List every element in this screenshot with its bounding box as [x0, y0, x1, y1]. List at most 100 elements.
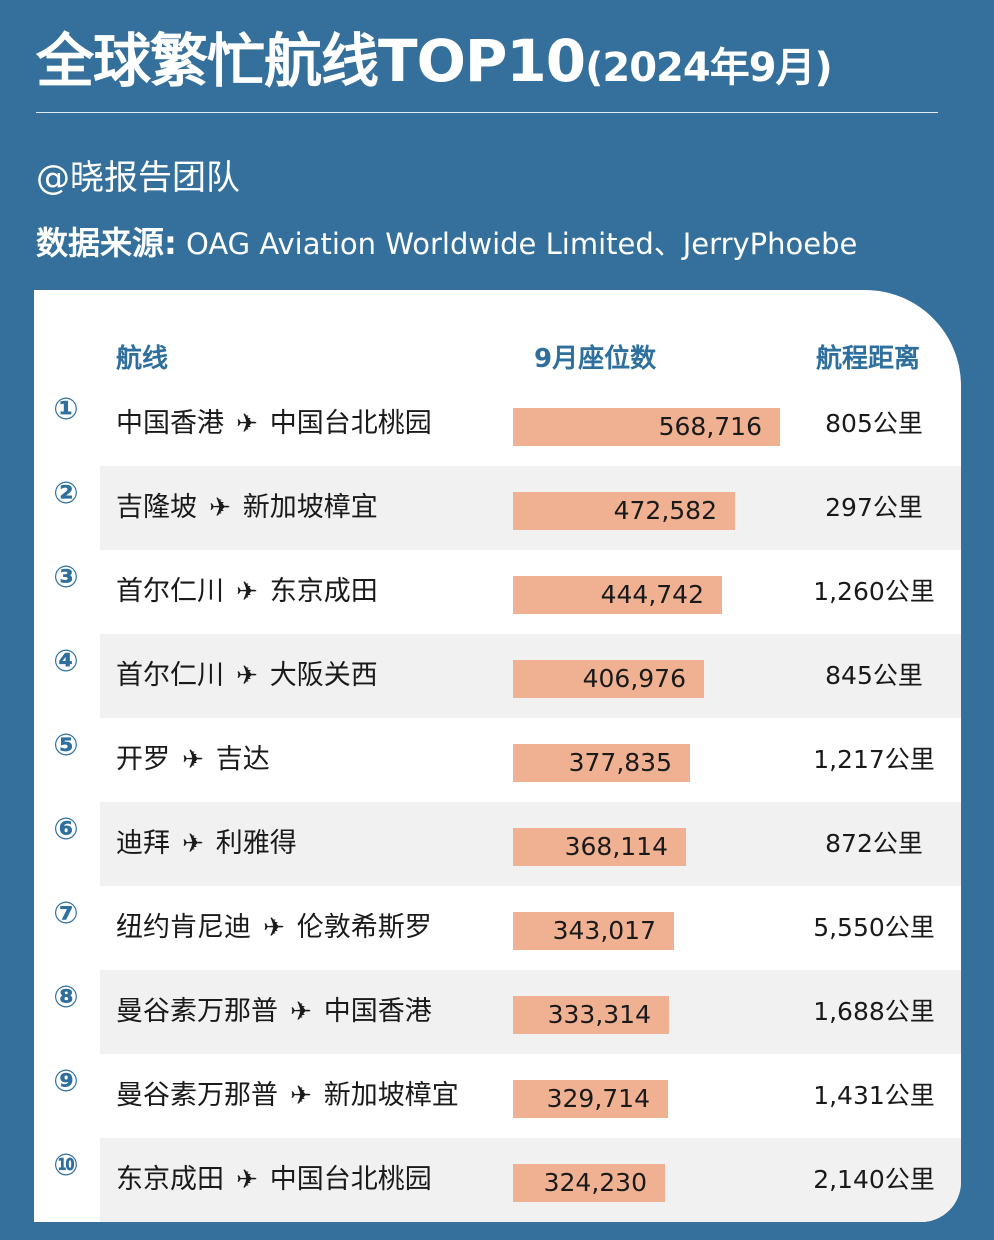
- route-origin: 曼谷素万那普: [116, 996, 278, 1027]
- seats-value: 343,017: [552, 916, 656, 945]
- rank-badge: ⑥: [53, 812, 79, 847]
- title-main: 全球繁忙航线TOP10: [36, 27, 586, 95]
- route-destination: 吉达: [215, 744, 270, 775]
- airplane-icon: ✈: [182, 745, 204, 775]
- seats-value: 324,230: [543, 1168, 647, 1197]
- route-destination: 大阪关西: [269, 660, 378, 691]
- route-destination: 中国台北桃园: [269, 1164, 432, 1195]
- distance-value: 1,260公里: [813, 577, 935, 606]
- table-row: ⑤ 开罗 ✈ 吉达 377,835 1,217公里: [34, 718, 961, 802]
- column-header-seats: 9月座位数: [534, 344, 657, 374]
- route-label: 纽约肯尼迪 ✈ 伦敦希斯罗: [116, 908, 432, 948]
- column-header-route: 航线: [116, 344, 169, 374]
- seats-bar: [513, 912, 674, 950]
- route-destination: 中国台北桃园: [269, 408, 432, 439]
- seats-value: 472,582: [613, 496, 717, 525]
- distance-value: 845公里: [825, 661, 923, 690]
- route-destination: 新加坡樟宜: [242, 492, 378, 523]
- rank-badge: ⑦: [53, 896, 79, 931]
- table-row: ② 吉隆坡 ✈ 新加坡樟宜 472,582 297公里: [34, 466, 961, 550]
- route-origin: 东京成田: [116, 1164, 224, 1195]
- chart-table: 航线 9月座位数 航程距离 ① 中国香港 ✈ 中国台北桃园 568,716 805公里 ② 吉…: [34, 290, 961, 1222]
- airplane-icon: ✈: [209, 493, 231, 523]
- distance-value: 1,217公里: [813, 745, 935, 774]
- route-origin: 开罗: [116, 744, 170, 775]
- rank-badge: ③: [53, 560, 79, 595]
- rank-badge: ④: [53, 644, 79, 679]
- column-header-distance: 航程距离: [816, 344, 921, 374]
- rank-badge: ①: [53, 392, 79, 427]
- seats-value: 406,976: [582, 664, 686, 693]
- seats-bar: [513, 492, 735, 530]
- airplane-icon: ✈: [236, 577, 258, 607]
- route-destination: 伦敦希斯罗: [296, 912, 432, 943]
- route-destination: 利雅得: [215, 828, 297, 859]
- distance-value: 1,688公里: [813, 997, 935, 1026]
- airplane-icon: ✈: [263, 913, 285, 943]
- route-label: 东京成田 ✈ 中国台北桃园: [116, 1160, 432, 1200]
- airplane-icon: ✈: [236, 661, 258, 691]
- table-row: ① 中国香港 ✈ 中国台北桃园 568,716 805公里: [34, 382, 961, 466]
- distance-value: 5,550公里: [813, 913, 935, 942]
- airplane-icon: ✈: [236, 1165, 258, 1195]
- title-sub: (2024年9月): [585, 45, 833, 91]
- seats-bar: [513, 996, 669, 1034]
- rank-badge: ⑩: [53, 1148, 79, 1183]
- airplane-icon: ✈: [236, 409, 258, 439]
- seats-bar: [513, 828, 686, 866]
- seats-bar: [513, 1080, 668, 1118]
- table-row: ③ 首尔仁川 ✈ 东京成田 444,742 1,260公里: [34, 550, 961, 634]
- seats-value: 568,716: [658, 412, 762, 441]
- table-row: ④ 首尔仁川 ✈ 大阪关西 406,976 845公里: [34, 634, 961, 718]
- seats-value: 377,835: [568, 748, 672, 777]
- seats-bar: [513, 1164, 665, 1202]
- table-row: ⑩ 东京成田 ✈ 中国台北桃园 324,230 2,140公里: [34, 1138, 961, 1222]
- seats-bar: [513, 660, 704, 698]
- route-destination: 新加坡樟宜: [323, 1080, 459, 1111]
- rank-badge: ⑤: [53, 728, 79, 763]
- seats-value: 444,742: [600, 580, 704, 609]
- route-label: 吉隆坡 ✈ 新加坡樟宜: [116, 488, 378, 528]
- table-row: ⑧ 曼谷素万那普 ✈ 中国香港 333,314 1,688公里: [34, 970, 961, 1054]
- seats-value: 368,114: [564, 832, 668, 861]
- distance-value: 297公里: [825, 493, 923, 522]
- route-label: 开罗 ✈ 吉达: [116, 740, 270, 780]
- route-label: 首尔仁川 ✈ 大阪关西: [116, 656, 378, 696]
- route-label: 首尔仁川 ✈ 东京成田: [116, 572, 378, 612]
- rank-badge: ⑨: [53, 1064, 79, 1099]
- route-origin: 中国香港: [116, 408, 224, 439]
- seats-bar: [513, 576, 722, 614]
- seats-bar: [513, 744, 690, 782]
- source-line: 数据来源: OAG Aviation Worldwide Limited、Jer…: [36, 218, 857, 264]
- route-label: 迪拜 ✈ 利雅得: [116, 824, 297, 864]
- seats-value: 333,314: [547, 1000, 651, 1029]
- table-row: ⑨ 曼谷素万那普 ✈ 新加坡樟宜 329,714 1,431公里: [34, 1054, 961, 1138]
- route-origin: 首尔仁川: [116, 660, 224, 691]
- route-origin: 吉隆坡: [116, 492, 197, 523]
- distance-value: 872公里: [825, 829, 923, 858]
- route-label: 曼谷素万那普 ✈ 中国香港: [116, 992, 432, 1032]
- page-title: 全球繁忙航线TOP10(2024年9月): [36, 14, 833, 98]
- airplane-icon: ✈: [182, 829, 204, 859]
- route-origin: 迪拜: [116, 828, 170, 859]
- route-destination: 中国香港: [323, 996, 432, 1027]
- distance-value: 805公里: [825, 409, 923, 438]
- title-divider: [36, 112, 938, 113]
- route-origin: 首尔仁川: [116, 576, 224, 607]
- route-label: 曼谷素万那普 ✈ 新加坡樟宜: [116, 1076, 459, 1116]
- table-row: ⑦ 纽约肯尼迪 ✈ 伦敦希斯罗 343,017 5,550公里: [34, 886, 961, 970]
- route-label: 中国香港 ✈ 中国台北桃园: [116, 404, 432, 444]
- rank-badge: ⑧: [53, 980, 79, 1015]
- seats-bar: [513, 408, 780, 446]
- distance-value: 2,140公里: [813, 1165, 935, 1194]
- route-origin: 曼谷素万那普: [116, 1080, 278, 1111]
- seats-value: 329,714: [546, 1084, 650, 1113]
- route-destination: 东京成田: [269, 576, 378, 607]
- airplane-icon: ✈: [290, 997, 312, 1027]
- airplane-icon: ✈: [290, 1081, 312, 1111]
- rank-badge: ②: [53, 476, 79, 511]
- team-label: @晓报告团队: [36, 158, 240, 198]
- route-origin: 纽约肯尼迪: [116, 912, 251, 943]
- source-label: 数据来源:: [36, 224, 177, 262]
- table-row: ⑥ 迪拜 ✈ 利雅得 368,114 872公里: [34, 802, 961, 886]
